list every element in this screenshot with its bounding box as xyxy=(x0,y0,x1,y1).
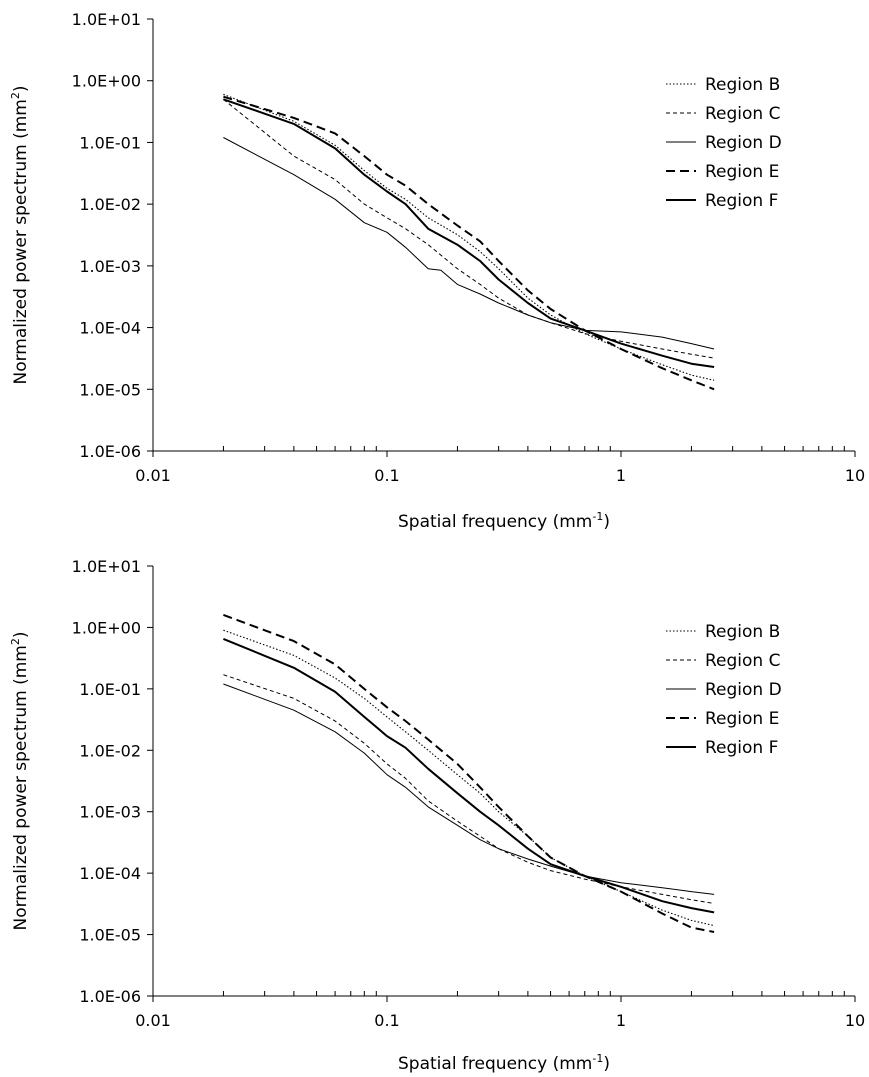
legend-label-region-e: Region E xyxy=(705,709,779,729)
x-tick-label: 0.1 xyxy=(374,466,399,485)
x-tick-label: 10 xyxy=(845,1011,865,1030)
y-tick-label: 1.0E-06 xyxy=(79,442,141,461)
legend-label-region-b: Region B xyxy=(705,622,780,642)
x-axis-title-main: Spatial frequency (mm xyxy=(398,512,592,532)
x-tick-label: 0.1 xyxy=(374,1011,399,1030)
x-tick-label: 1 xyxy=(616,466,626,485)
y-tick-label: 1.0E+00 xyxy=(72,72,141,91)
y-axis-title-main: Normalized power spectrum (mm xyxy=(11,99,31,384)
chart-svg-bottom: 1.0E-06 1.0E-05 1.0E-04 1.0E-03 1.0E-02 1.0E-… xyxy=(9,557,865,1074)
x-axis-title-sup: -1 xyxy=(592,510,603,523)
y-axis-title-tail: ) xyxy=(11,86,31,93)
legend-label-region-b: Region B xyxy=(705,75,780,95)
series-line-region-e xyxy=(223,95,715,391)
series-line-region-f xyxy=(223,98,715,368)
y-tick-label: 1.0E-01 xyxy=(79,133,141,152)
series-line-region-d xyxy=(223,683,715,895)
legend-label-region-c: Region C xyxy=(705,104,780,124)
y-axis-title: Normalized power spectrum (mm2) xyxy=(9,632,31,931)
y-tick-label: 1.0E-05 xyxy=(79,926,141,945)
y-tick-label: 1.0E-06 xyxy=(79,987,141,1006)
y-tick-label: 1.0E-03 xyxy=(79,257,141,276)
x-axis-title-sup: -1 xyxy=(592,1052,603,1065)
legend-label-region-f: Region F xyxy=(705,191,778,211)
y-tick-label: 1.0E+01 xyxy=(72,10,141,29)
x-axis-title: Spatial frequency (mm-1) xyxy=(398,510,610,532)
power-spectrum-chart-bottom: 1.0E-06 1.0E-05 1.0E-04 1.0E-03 1.0E-02 1.0E-… xyxy=(0,538,869,1077)
series-line-region-d xyxy=(223,137,715,350)
series-line-region-b xyxy=(223,93,715,381)
x-tick-label: 1 xyxy=(616,1011,626,1030)
legend-label-region-d: Region D xyxy=(705,680,782,700)
y-axis-title-main: Normalized power spectrum (mm xyxy=(11,645,31,930)
y-axis-title: Normalized power spectrum (mm2) xyxy=(9,86,31,385)
series-line-region-c xyxy=(223,674,715,904)
x-axis-title-tail: ) xyxy=(603,512,610,532)
legend-label-region-d: Region D xyxy=(705,133,782,153)
x-tick-label: 10 xyxy=(845,466,865,485)
x-tick-label: 0.01 xyxy=(135,1011,171,1030)
y-tick-label: 1.0E-04 xyxy=(79,864,141,883)
series-line-region-c xyxy=(223,98,715,359)
series-line-region-f xyxy=(223,637,715,914)
y-axis-title-tail: ) xyxy=(11,632,31,639)
legend-label-region-c: Region C xyxy=(705,651,780,671)
chart-svg-top: 1.0E-06 1.0E-05 1.0E-04 1.0E-03 1.0E-02 1.0E-… xyxy=(9,10,865,532)
y-tick-label: 1.0E-01 xyxy=(79,680,141,699)
legend-label-region-e: Region E xyxy=(705,162,779,182)
x-axis-title-tail: ) xyxy=(603,1054,610,1074)
series-line-region-b xyxy=(223,629,715,927)
y-tick-label: 1.0E+00 xyxy=(72,618,141,637)
x-tick-label: 0.01 xyxy=(135,466,171,485)
power-spectrum-chart-top: 1.0E-06 1.0E-05 1.0E-04 1.0E-03 1.0E-02 1.0E-… xyxy=(0,0,869,538)
x-axis-title-main: Spatial frequency (mm xyxy=(398,1054,592,1074)
y-tick-label: 1.0E-02 xyxy=(79,741,141,760)
y-axis-title-sup: 2 xyxy=(9,92,22,99)
y-tick-label: 1.0E-04 xyxy=(79,319,141,338)
legend-label-region-f: Region F xyxy=(705,738,778,758)
y-tick-label: 1.0E-05 xyxy=(79,380,141,399)
x-axis-title: Spatial frequency (mm-1) xyxy=(398,1052,610,1074)
y-axis-title-sup: 2 xyxy=(9,638,22,645)
y-tick-label: 1.0E-03 xyxy=(79,803,141,822)
y-tick-label: 1.0E-02 xyxy=(79,195,141,214)
y-tick-label: 1.0E+01 xyxy=(72,557,141,576)
series-line-region-e xyxy=(223,613,715,933)
